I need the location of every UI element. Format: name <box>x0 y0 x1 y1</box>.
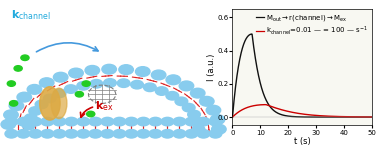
Circle shape <box>173 117 186 126</box>
Circle shape <box>125 117 138 126</box>
Circle shape <box>191 117 204 126</box>
Ellipse shape <box>51 88 67 119</box>
Ellipse shape <box>40 87 60 120</box>
Circle shape <box>77 130 90 138</box>
Circle shape <box>102 64 116 74</box>
Circle shape <box>17 92 31 102</box>
Circle shape <box>119 65 133 74</box>
Circle shape <box>89 130 102 138</box>
Circle shape <box>53 89 66 98</box>
Circle shape <box>5 117 18 126</box>
Circle shape <box>77 82 90 90</box>
Circle shape <box>53 130 66 138</box>
Circle shape <box>182 103 195 112</box>
Circle shape <box>137 117 150 126</box>
Circle shape <box>29 107 42 115</box>
Circle shape <box>4 110 18 120</box>
Circle shape <box>155 87 168 95</box>
Circle shape <box>21 55 29 60</box>
Text: k$_{\rm channel}$: k$_{\rm channel}$ <box>11 8 51 22</box>
Circle shape <box>149 117 162 126</box>
FancyArrowPatch shape <box>81 107 93 117</box>
Circle shape <box>117 79 130 87</box>
Circle shape <box>29 130 42 138</box>
Circle shape <box>209 117 222 126</box>
Circle shape <box>9 101 24 111</box>
Circle shape <box>27 85 42 94</box>
Circle shape <box>43 94 56 103</box>
Circle shape <box>188 110 200 119</box>
Legend: M$_{\rm out}$$\rightarrow$r(channel)$\rightarrow$M$_{\rm ex}$, k$_{\rm channel}$: M$_{\rm out}$$\rightarrow$r(channel)$\ri… <box>255 13 369 38</box>
FancyArrowPatch shape <box>36 43 98 52</box>
Circle shape <box>200 96 214 106</box>
Circle shape <box>22 121 35 130</box>
Circle shape <box>175 97 188 106</box>
Circle shape <box>197 130 210 138</box>
Circle shape <box>5 130 18 138</box>
Circle shape <box>65 130 78 138</box>
Circle shape <box>210 115 225 124</box>
Y-axis label: I (a.u.): I (a.u.) <box>207 54 216 81</box>
Circle shape <box>90 79 103 88</box>
Circle shape <box>39 78 54 88</box>
Circle shape <box>29 117 42 126</box>
Circle shape <box>135 67 150 76</box>
Circle shape <box>75 92 84 97</box>
Circle shape <box>53 117 66 126</box>
Circle shape <box>41 117 54 126</box>
X-axis label: t (s): t (s) <box>294 137 311 146</box>
Circle shape <box>161 130 174 138</box>
Circle shape <box>25 114 37 122</box>
Circle shape <box>185 117 198 126</box>
Circle shape <box>131 80 143 89</box>
Circle shape <box>104 79 116 87</box>
Circle shape <box>14 66 22 71</box>
Circle shape <box>69 68 83 78</box>
Circle shape <box>212 124 226 134</box>
Circle shape <box>166 75 181 85</box>
Circle shape <box>41 130 54 138</box>
Circle shape <box>137 130 150 138</box>
Circle shape <box>206 105 221 115</box>
Circle shape <box>149 130 162 138</box>
Circle shape <box>151 70 166 80</box>
Circle shape <box>113 130 126 138</box>
Circle shape <box>35 100 48 109</box>
Text: k$_{\rm ex}$: k$_{\rm ex}$ <box>95 99 114 113</box>
Circle shape <box>89 117 102 126</box>
Circle shape <box>17 130 30 138</box>
Circle shape <box>82 81 90 86</box>
Circle shape <box>191 88 205 98</box>
Circle shape <box>17 117 30 126</box>
Circle shape <box>85 66 99 75</box>
Circle shape <box>87 111 95 117</box>
Circle shape <box>9 101 18 106</box>
Circle shape <box>101 130 114 138</box>
Circle shape <box>185 130 198 138</box>
Circle shape <box>77 117 90 126</box>
Circle shape <box>179 81 194 91</box>
Circle shape <box>65 85 77 93</box>
Circle shape <box>173 130 186 138</box>
Circle shape <box>1 119 15 129</box>
Circle shape <box>192 125 205 133</box>
Circle shape <box>113 117 126 126</box>
Circle shape <box>209 130 222 138</box>
Circle shape <box>65 117 78 126</box>
Circle shape <box>144 83 156 92</box>
Circle shape <box>161 117 174 126</box>
Circle shape <box>7 81 15 86</box>
Circle shape <box>101 117 114 126</box>
Circle shape <box>53 72 68 82</box>
Circle shape <box>125 130 138 138</box>
Circle shape <box>197 117 210 126</box>
Circle shape <box>166 92 179 100</box>
